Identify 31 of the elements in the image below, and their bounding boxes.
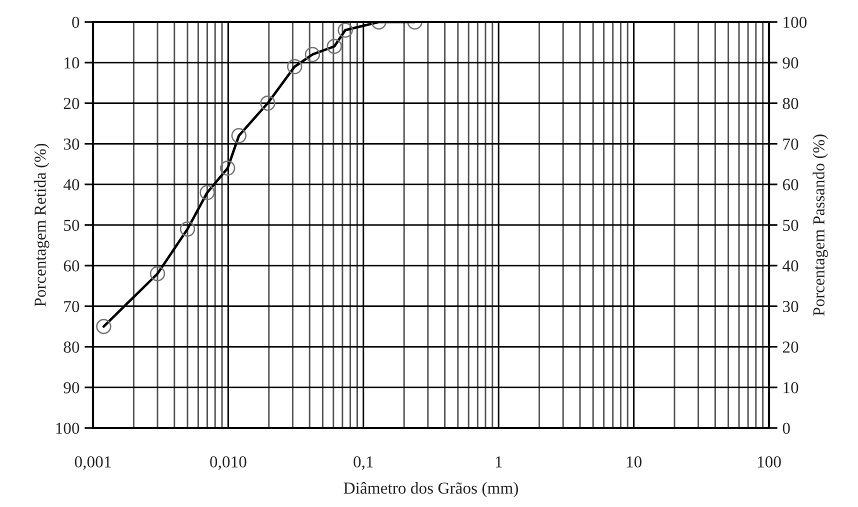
x-tick-label: 0,001: [74, 456, 111, 470]
y-tick-label: 60: [64, 260, 80, 272]
y-tick-label: 40: [63, 179, 80, 190]
y2-tick-label: 0: [782, 422, 790, 434]
x-tick-label: 10: [626, 456, 642, 468]
y2-tick-label: 80: [782, 98, 798, 110]
y-tick-label: 30: [64, 138, 80, 150]
y-tick-label: 90: [64, 382, 80, 394]
y2-tick-label: 70: [783, 138, 798, 150]
y-tick-label: 20: [64, 98, 80, 110]
x-tick-label: 0,1: [354, 456, 373, 470]
y-tick-label: 50: [64, 220, 80, 231]
y2-tick-label: 50: [783, 220, 798, 231]
y2-tick-label: 10: [784, 382, 798, 394]
x-tick-label: 0,010: [210, 456, 246, 470]
y2-tick-label: 20: [782, 342, 798, 353]
y2-tick-label: 30: [782, 300, 798, 312]
y2-tick-label: 60: [782, 179, 798, 190]
y-tick-label: 70: [64, 300, 80, 312]
y2-tick-label: 90: [782, 57, 798, 69]
y2-tick-label: 40: [782, 260, 798, 272]
y-tick-label: 0: [72, 16, 80, 28]
y2-tick-label: 100: [784, 16, 807, 28]
x-axis-title: Diâmetro dos Grãos (mm): [344, 482, 518, 498]
y-tick-label: 80: [64, 342, 80, 353]
y2-axis-title: Porcentagem Passando (%): [812, 134, 828, 316]
x-tick-label: 100: [758, 456, 781, 468]
y-tick-label: 10: [64, 57, 80, 69]
y-tick-label: 100: [56, 422, 80, 434]
x-tick-label: 1: [496, 456, 502, 468]
y-axis-title: Porcentagem Retida (%): [34, 144, 50, 306]
